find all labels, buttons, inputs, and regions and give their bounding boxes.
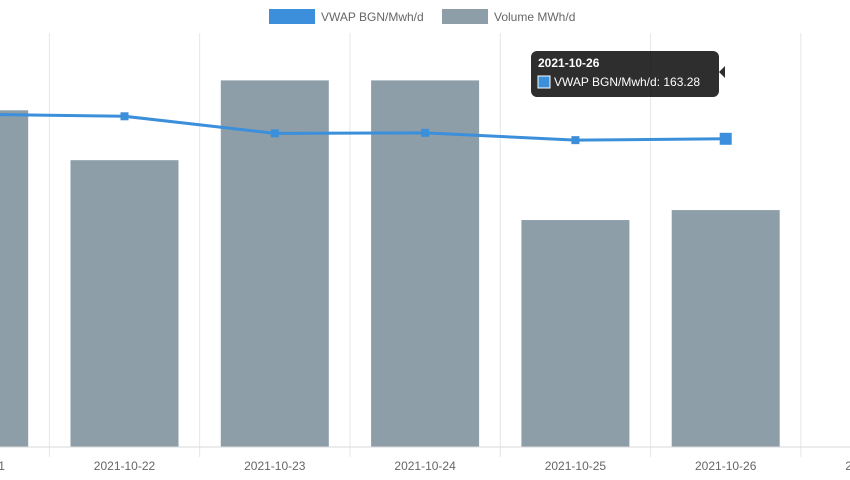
x-tick-label: 2021-10-25 — [545, 459, 607, 473]
legend-item-volume[interactable]: Volume MWh/d — [442, 9, 575, 24]
vertical-gridlines — [48, 33, 802, 457]
tooltip-caret — [719, 66, 725, 78]
legend: VWAP BGN/Mwh/d Volume MWh/d — [269, 9, 575, 24]
point-vwap-2021-10-22[interactable] — [120, 112, 129, 121]
tooltip: 2021-10-26 VWAP BGN/Mwh/d: 163.28 — [531, 51, 725, 97]
legend-swatch-volume — [442, 9, 488, 24]
legend-swatch-vwap — [269, 9, 315, 24]
legend-label-volume: Volume MWh/d — [494, 10, 575, 24]
tooltip-swatch — [537, 75, 551, 89]
bar-volume-2021-10-23[interactable] — [220, 80, 329, 447]
tooltip-title: 2021-10-26 — [538, 56, 600, 70]
tooltip-value-text: VWAP BGN/Mwh/d: 163.28 — [554, 75, 700, 89]
x-tick-label: 2021-10-24 — [394, 459, 456, 473]
x-tick-label: 2021-10-22 — [94, 459, 156, 473]
x-tick-label: 2021-10-26 — [695, 459, 757, 473]
vwap-line — [0, 113, 726, 142]
legend-item-vwap[interactable]: VWAP BGN/Mwh/d — [269, 9, 424, 24]
x-axis-tick-labels: 2021-10-21 2021-10-22 2021-10-23 2021-10-24… — [0, 459, 850, 473]
bar-volume-2021-10-25[interactable] — [521, 220, 630, 447]
x-tick-label: 2021-10-27 — [845, 459, 850, 473]
point-vwap-2021-10-25[interactable] — [571, 136, 580, 145]
bar-volume-2021-10-26[interactable] — [671, 210, 780, 447]
bar-volume-2021-10-22[interactable] — [70, 160, 179, 448]
point-vwap-2021-10-24[interactable] — [421, 128, 430, 137]
point-vwap-2021-10-26[interactable] — [719, 132, 732, 145]
point-vwap-2021-10-23[interactable] — [270, 129, 279, 138]
x-tick-label: 2021-10-21 — [0, 459, 5, 473]
tooltip-box — [531, 51, 719, 97]
x-tick-label: 2021-10-23 — [244, 459, 306, 473]
vwap-line-series — [0, 112, 732, 145]
bar-volume-2021-10-21[interactable] — [0, 110, 29, 447]
bar-volume-2021-10-24[interactable] — [371, 80, 480, 447]
legend-label-vwap: VWAP BGN/Mwh/d — [321, 10, 424, 24]
volume-bars — [0, 80, 780, 448]
